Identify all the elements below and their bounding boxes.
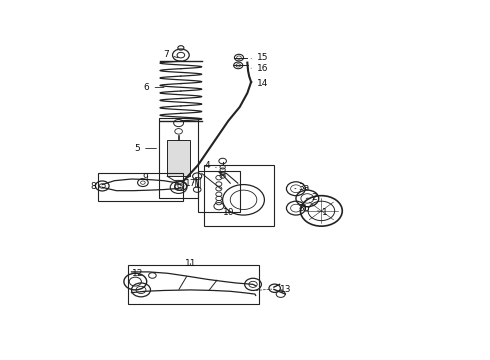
Text: 1: 1 (318, 208, 328, 217)
Text: 10: 10 (222, 208, 234, 217)
Text: 5: 5 (134, 144, 156, 153)
Bar (195, 177, 200, 187)
Text: 12: 12 (131, 269, 143, 278)
Bar (159, 118, 198, 198)
Text: 11: 11 (185, 259, 196, 268)
Text: 2: 2 (306, 193, 317, 202)
Text: 16: 16 (251, 64, 268, 73)
Text: 13: 13 (280, 285, 291, 294)
Text: 3a: 3a (295, 183, 310, 192)
Text: 15: 15 (251, 53, 268, 62)
Text: 9: 9 (141, 173, 147, 182)
Bar (98, 174, 183, 201)
Bar (204, 165, 274, 226)
Bar (198, 171, 240, 212)
Text: 4: 4 (205, 161, 216, 170)
Bar (167, 140, 190, 176)
Bar (128, 265, 259, 304)
Text: 8: 8 (91, 182, 101, 191)
Text: 14: 14 (250, 79, 268, 88)
Text: 17: 17 (185, 179, 196, 188)
Text: 6: 6 (144, 83, 164, 92)
Text: 7: 7 (163, 50, 178, 59)
Text: 3b: 3b (298, 204, 310, 213)
